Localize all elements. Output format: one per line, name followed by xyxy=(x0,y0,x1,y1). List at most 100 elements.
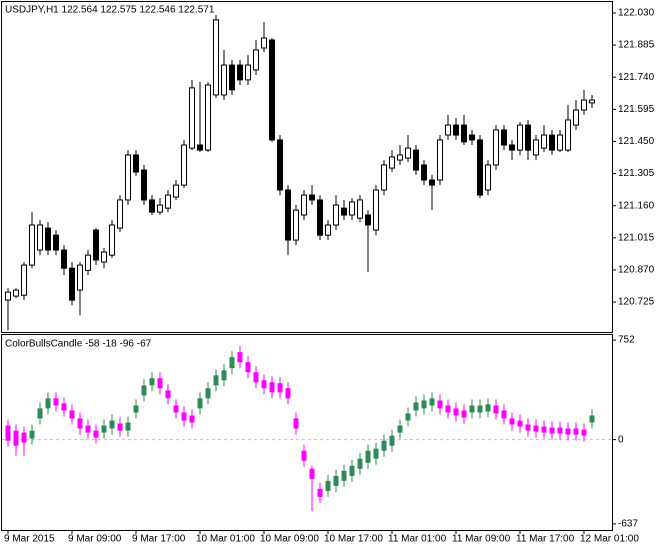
y-tick-label: 121.305 xyxy=(618,168,655,179)
candle-body xyxy=(109,224,115,256)
candle-body xyxy=(157,378,163,389)
candle-body xyxy=(61,249,67,269)
candle-body xyxy=(589,415,595,423)
candle-body xyxy=(221,64,227,96)
candle-body xyxy=(525,424,531,431)
candle-body xyxy=(349,201,355,216)
candle-body xyxy=(373,189,379,231)
candle-body xyxy=(197,144,203,151)
candle-body xyxy=(149,199,155,213)
candle-body xyxy=(109,420,115,429)
candle-body xyxy=(589,99,595,104)
candle-body xyxy=(365,214,371,226)
candle-body xyxy=(253,372,259,383)
x-tick-label: 11 Mar 09:00 xyxy=(452,534,511,545)
candle-body xyxy=(565,119,571,151)
y-tick-label: -637 xyxy=(618,519,638,530)
y-tick-label: 121.160 xyxy=(618,200,655,211)
candle-body xyxy=(469,405,475,413)
candle-body xyxy=(445,405,451,413)
candle-body xyxy=(125,422,131,431)
y-tick-label: 752 xyxy=(618,335,635,346)
candle-body xyxy=(13,430,19,446)
candle-body xyxy=(581,99,587,111)
chart-title: USDJPY,H1 122.564 122.575 122.546 122.57… xyxy=(5,5,215,16)
candle-body xyxy=(261,37,267,49)
y-tick-label: 121.015 xyxy=(618,232,655,243)
candle-body xyxy=(189,87,195,149)
candle-body xyxy=(229,64,235,91)
candle-body xyxy=(341,470,347,481)
y-tick-label: 121.885 xyxy=(618,40,655,51)
indicator-title: ColorBullsCandle -58 -18 -96 -67 xyxy=(5,339,152,350)
candle-body xyxy=(357,199,363,219)
x-tick-label: 9 Mar 09:00 xyxy=(68,534,122,545)
candle-body xyxy=(405,147,411,159)
x-tick-label: 11 Mar 01:00 xyxy=(388,534,447,545)
candle-body xyxy=(101,251,107,263)
x-tick-label: 10 Mar 17:00 xyxy=(324,534,383,545)
candle-body xyxy=(477,139,483,196)
candle-body xyxy=(237,352,243,363)
candle-body xyxy=(549,134,555,151)
candle-body xyxy=(21,264,27,296)
candle-body xyxy=(133,154,139,173)
candle-body xyxy=(93,229,99,261)
candle-body xyxy=(509,144,515,151)
candle-body xyxy=(205,84,211,151)
candle-body xyxy=(445,124,451,136)
candle-body xyxy=(261,380,267,389)
candle-body xyxy=(53,234,59,251)
candle-body xyxy=(141,169,147,201)
candle-body xyxy=(421,164,427,181)
candle-body xyxy=(285,388,291,399)
candle-body xyxy=(397,154,403,161)
candle-body xyxy=(453,408,459,416)
candle-body xyxy=(213,19,219,96)
candle-body xyxy=(245,64,251,81)
candle-body xyxy=(53,398,59,406)
candle-body xyxy=(405,413,411,421)
candle-body xyxy=(229,357,235,369)
candle-body xyxy=(557,134,563,151)
x-tick-label: 10 Mar 09:00 xyxy=(260,534,319,545)
candle-body xyxy=(301,194,307,216)
candle-body xyxy=(357,458,363,469)
x-tick-label: 11 Mar 17:00 xyxy=(516,534,575,545)
candle-body xyxy=(557,427,563,434)
candle-body xyxy=(309,194,315,201)
candle-body xyxy=(245,362,251,373)
candle-body xyxy=(173,184,179,198)
candle-body xyxy=(189,415,195,423)
x-tick-label: 12 Mar 01:00 xyxy=(580,534,639,545)
candle-body xyxy=(469,134,475,141)
candle-body xyxy=(333,204,339,226)
candle-body xyxy=(253,49,259,71)
candle-body xyxy=(333,475,339,486)
candle-body xyxy=(381,164,387,191)
candle-body xyxy=(573,428,579,435)
candle-body xyxy=(29,224,35,266)
candle-body xyxy=(77,264,83,291)
candle-body xyxy=(141,385,147,396)
candle-body xyxy=(173,405,179,413)
candle-body xyxy=(565,428,571,435)
candle-body xyxy=(525,124,531,151)
candle-body xyxy=(213,375,219,386)
candle-body xyxy=(413,402,419,411)
candle-body xyxy=(301,450,307,461)
candle-body xyxy=(181,144,187,186)
candle-body xyxy=(413,149,419,171)
candle-body xyxy=(157,204,163,213)
y-tick-label: 121.595 xyxy=(618,104,655,115)
candle-body xyxy=(93,430,99,438)
candle-body xyxy=(485,164,491,191)
candle-body xyxy=(165,390,171,399)
candle-body xyxy=(397,425,403,433)
candle-body xyxy=(453,124,459,136)
y-tick-label: 121.450 xyxy=(618,136,655,147)
candle-body xyxy=(149,378,155,386)
x-tick-label: 9 Mar 2015 xyxy=(4,534,55,545)
candle-body xyxy=(493,129,499,166)
